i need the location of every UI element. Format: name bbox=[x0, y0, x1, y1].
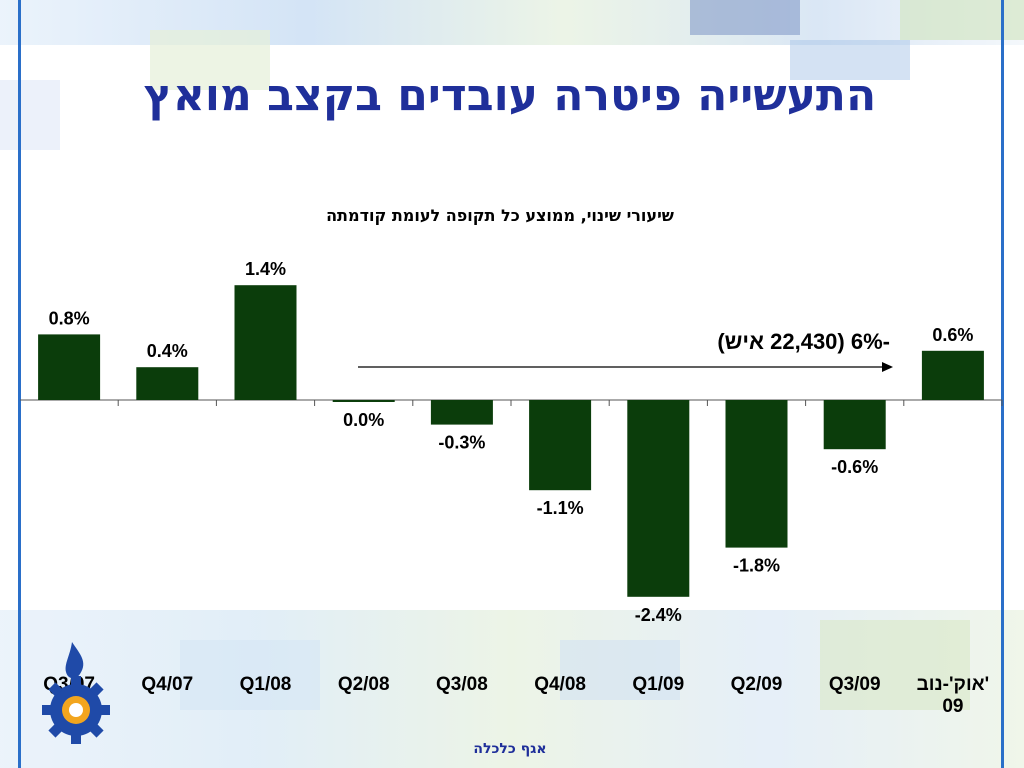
data-label-4: 0.0% bbox=[343, 410, 384, 430]
x-tick-label-3: Q1/08 bbox=[240, 674, 292, 695]
x-tick-label-10: אוק'-נוב' 09 bbox=[917, 674, 990, 717]
data-label-2: 0.4% bbox=[147, 341, 188, 361]
x-tick-label-9: Q3/09 bbox=[829, 674, 881, 695]
data-label-6: -1.1% bbox=[537, 498, 584, 518]
frame-line-right bbox=[1001, 0, 1004, 768]
bar-10 bbox=[921, 350, 984, 400]
annotation-label: -6% (22,430 איש) bbox=[717, 329, 890, 354]
data-label-3: 1.4% bbox=[245, 259, 286, 279]
bar-2 bbox=[136, 367, 199, 400]
frame-line-left bbox=[18, 0, 21, 768]
data-label-7: -2.4% bbox=[635, 605, 682, 625]
x-tick-label-8: Q2/09 bbox=[731, 674, 783, 695]
bar-7 bbox=[627, 400, 690, 597]
annotation-arrowhead bbox=[882, 362, 893, 372]
bar-8 bbox=[725, 400, 788, 548]
bar-3 bbox=[234, 285, 297, 400]
x-tick-label-2: Q4/07 bbox=[141, 674, 193, 695]
data-label-1: 0.8% bbox=[49, 308, 90, 328]
data-label-5: -0.3% bbox=[438, 433, 485, 453]
x-tick-label-5: Q3/08 bbox=[436, 674, 488, 695]
slide-title: התעשייה פיטרה עובדים בקצב מואץ bbox=[143, 70, 877, 121]
data-label-8: -1.8% bbox=[733, 556, 780, 576]
data-label-10: 0.6% bbox=[932, 325, 973, 345]
x-tick-label-6: Q4/08 bbox=[534, 674, 586, 695]
footer-text: אגף כלכלה bbox=[473, 741, 547, 757]
x-tick-label-7: Q1/09 bbox=[632, 674, 684, 695]
chart-subtitle: שיעורי שינוי, ממוצע כל תקופה לעומת קודמת… bbox=[326, 206, 674, 225]
bar-5 bbox=[430, 400, 493, 425]
x-tick-label-4: Q2/08 bbox=[338, 674, 390, 695]
logo-gear-icon bbox=[42, 642, 110, 744]
bar-4 bbox=[332, 400, 395, 402]
bar-6 bbox=[529, 400, 592, 491]
bar-1 bbox=[38, 334, 101, 400]
bar-9 bbox=[823, 400, 886, 450]
data-label-9: -0.6% bbox=[831, 457, 878, 477]
